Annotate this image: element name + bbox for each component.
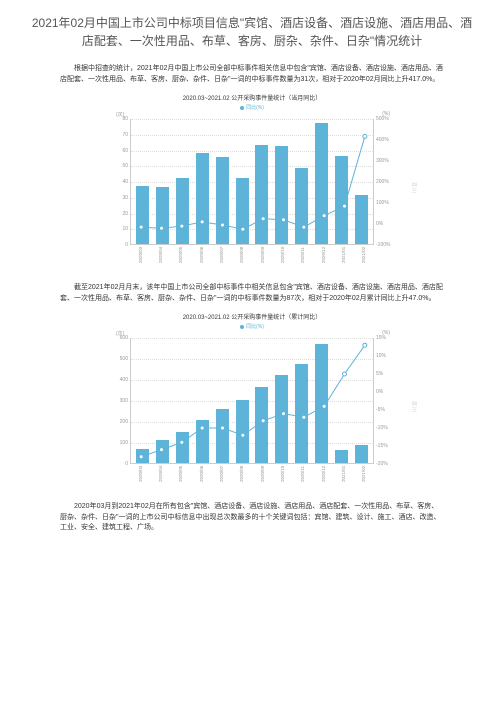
ytick-right: 10%	[376, 353, 392, 359]
xtick: 2020/05	[178, 245, 183, 263]
chart1-legend: 同比(%)	[0, 104, 504, 111]
chart2: (次) (%) 2020/032020/042020/052020/062020…	[102, 332, 402, 482]
paragraph-2: 截至2021年02月月末，该年中国上市公司全部中标事件中相关信息包含"宾馆、酒店…	[0, 273, 504, 308]
chart1-title: 2020.03~2021.02 公开采购事件量统计（当月同比）	[0, 93, 504, 102]
xtick: 2020/03	[138, 245, 143, 263]
xtick: 2020/11	[300, 245, 305, 263]
ytick-left: 200	[114, 419, 128, 425]
bar	[255, 145, 268, 244]
xtick: 2020/08	[239, 245, 244, 263]
bar	[355, 445, 368, 463]
bar	[156, 187, 169, 244]
watermark: 百川	[410, 401, 417, 413]
chart1-legend-text: 同比(%)	[246, 105, 264, 111]
ytick-left: 60	[114, 148, 128, 154]
ytick-left: 10	[114, 226, 128, 232]
xtick: 2020/12	[321, 464, 326, 482]
ytick-left: 70	[114, 132, 128, 138]
bar	[236, 400, 249, 463]
xtick: 2021/01	[341, 464, 346, 482]
xtick: 2021/02	[361, 464, 366, 482]
page-title: 2021年02月中国上市公司中标项目信息"宾馆、酒店设备、酒店设施、酒店用品、酒…	[0, 0, 504, 54]
xtick: 2020/05	[178, 464, 183, 482]
bar	[216, 157, 229, 244]
xtick: 2020/08	[239, 464, 244, 482]
bar	[156, 440, 169, 463]
chart2-legend-text: 同比(%)	[246, 324, 264, 330]
bar	[216, 409, 229, 463]
xtick: 2020/06	[199, 245, 204, 263]
ytick-left: 80	[114, 116, 128, 122]
bar	[335, 156, 348, 244]
xtick: 2020/10	[280, 245, 285, 263]
bar	[275, 146, 288, 244]
ytick-left: 100	[114, 440, 128, 446]
xtick: 2020/06	[199, 464, 204, 482]
bar	[196, 153, 209, 244]
ytick-right: 200%	[376, 179, 392, 185]
bar	[335, 450, 348, 463]
paragraph-1: 根据中招查的统计，2021年02月中国上市公司全部中标事件相关信息中包含"宾馆、…	[0, 54, 504, 89]
bar	[315, 344, 328, 463]
ytick-right: -20%	[376, 461, 392, 467]
ytick-right: -10%	[376, 425, 392, 431]
bar	[236, 178, 249, 244]
ytick-right: 500%	[376, 116, 392, 122]
ytick-left: 400	[114, 377, 128, 383]
xtick: 2020/09	[260, 464, 265, 482]
ytick-right: 300%	[376, 158, 392, 164]
ytick-right: 0%	[376, 221, 392, 227]
bar	[355, 195, 368, 244]
ytick-right: 15%	[376, 335, 392, 341]
xtick: 2020/10	[280, 464, 285, 482]
bar	[255, 387, 268, 463]
bar	[136, 449, 149, 463]
ytick-left: 500	[114, 356, 128, 362]
chart2-legend: 同比(%)	[0, 323, 504, 330]
chart1-xlabels: 2020/03 2020/04 2020/05 2020/06 2020/07 2020/…	[130, 245, 374, 263]
ytick-right: -15%	[376, 443, 392, 449]
ytick-left: 20	[114, 211, 128, 217]
xtick: 2021/02	[361, 245, 366, 263]
bar	[196, 420, 209, 463]
bar	[295, 168, 308, 244]
ytick-right: 0%	[376, 389, 392, 395]
ytick-left: 0	[114, 242, 128, 248]
chart2-title: 2020.03~2021.02 公开采购事件量统计（累计同比）	[0, 312, 504, 321]
ytick-left: 0	[114, 461, 128, 467]
xtick: 2020/03	[138, 464, 143, 482]
bar	[275, 375, 288, 463]
chart1: (次) (%) 2020/032020/042020/052020/062020…	[102, 113, 402, 263]
bar	[295, 364, 308, 463]
ytick-left: 50	[114, 163, 128, 169]
chart1-plot	[130, 119, 374, 245]
ytick-right: -100%	[376, 242, 392, 248]
xtick: 2021/01	[341, 245, 346, 263]
ytick-right: 400%	[376, 137, 392, 143]
xtick: 2020/04	[158, 464, 163, 482]
xtick: 2020/11	[300, 464, 305, 482]
chart2-xlabels: 2020/03 2020/04 2020/05 2020/06 2020/07 2020/…	[130, 464, 374, 482]
ytick-right: 5%	[376, 371, 392, 377]
bar	[176, 432, 189, 464]
watermark: 百川	[410, 182, 417, 194]
ytick-left: 40	[114, 179, 128, 185]
bar	[176, 178, 189, 244]
ytick-left: 300	[114, 398, 128, 404]
paragraph-3: 2020年03月到2021年02月在所有包含"宾馆、酒店设备、酒店设施、酒店用品…	[0, 492, 504, 538]
xtick: 2020/07	[219, 245, 224, 263]
bar	[315, 123, 328, 244]
xtick: 2020/12	[321, 245, 326, 263]
xtick: 2020/09	[260, 245, 265, 263]
ytick-right: 100%	[376, 200, 392, 206]
bar	[136, 186, 149, 244]
ytick-right: -5%	[376, 407, 392, 413]
xtick: 2020/04	[158, 245, 163, 263]
chart2-plot	[130, 338, 374, 464]
ytick-left: 30	[114, 195, 128, 201]
ytick-left: 600	[114, 335, 128, 341]
xtick: 2020/07	[219, 464, 224, 482]
